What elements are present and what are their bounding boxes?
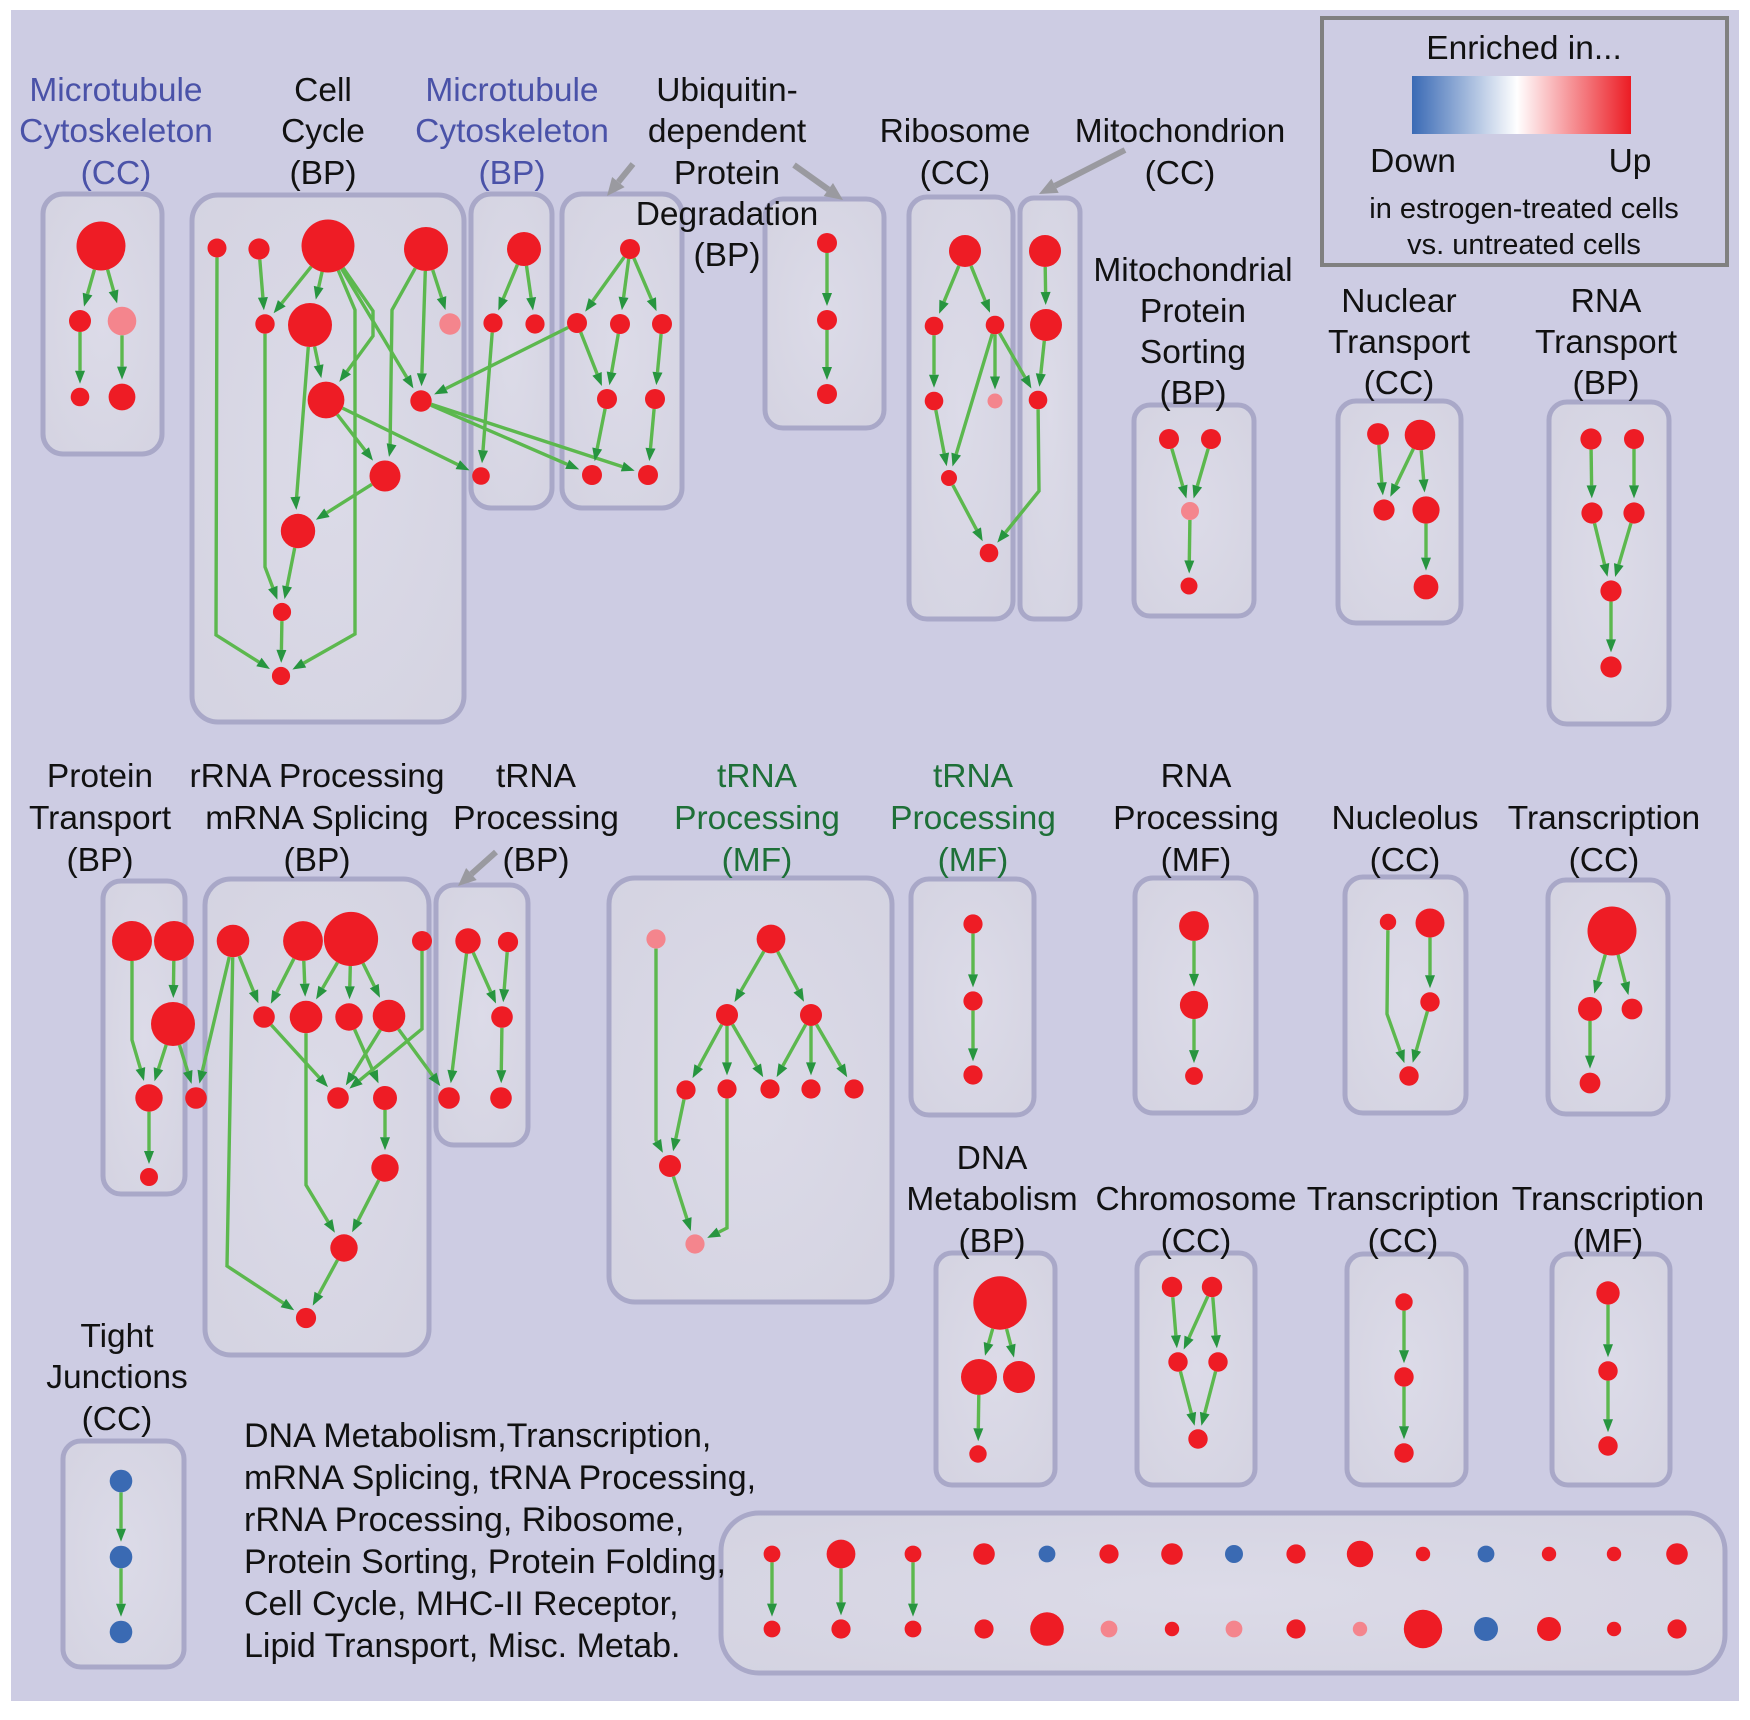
svg-text:Up: Up	[1609, 143, 1652, 180]
svg-text:(BP): (BP)	[284, 842, 351, 879]
svg-text:Degradation: Degradation	[636, 196, 819, 233]
svg-text:Cycle: Cycle	[281, 113, 365, 150]
svg-text:mRNA Splicing: mRNA Splicing	[205, 800, 428, 837]
svg-text:Ribosome: Ribosome	[880, 113, 1031, 150]
svg-text:Mitochondrion: Mitochondrion	[1075, 113, 1285, 150]
svg-text:Microtubule: Microtubule	[425, 72, 598, 109]
svg-text:Lipid Transport, Misc. Metab.: Lipid Transport, Misc. Metab.	[244, 1627, 681, 1665]
svg-text:Cell Cycle, MHC-II Receptor,: Cell Cycle, MHC-II Receptor,	[244, 1585, 679, 1623]
svg-text:Sorting: Sorting	[1140, 334, 1246, 371]
svg-text:rRNA Processing: rRNA Processing	[189, 758, 444, 795]
svg-text:mRNA Splicing, tRNA Processing: mRNA Splicing, tRNA Processing,	[244, 1459, 756, 1497]
svg-text:Protein Sorting, Protein Foldi: Protein Sorting, Protein Folding,	[244, 1543, 726, 1581]
svg-text:Processing: Processing	[1113, 800, 1279, 837]
svg-text:(BP): (BP)	[290, 155, 357, 192]
svg-text:(BP): (BP)	[503, 842, 570, 879]
svg-text:(CC): (CC)	[1145, 155, 1216, 192]
svg-text:Cytoskeleton: Cytoskeleton	[19, 113, 213, 150]
svg-text:(BP): (BP)	[1160, 375, 1227, 412]
svg-text:(CC): (CC)	[1161, 1223, 1232, 1260]
svg-text:(MF): (MF)	[1161, 842, 1232, 879]
svg-text:Nucleolus: Nucleolus	[1331, 800, 1478, 837]
svg-text:Tight: Tight	[80, 1318, 154, 1355]
svg-text:Cytoskeleton: Cytoskeleton	[415, 113, 609, 150]
svg-text:(CC): (CC)	[1364, 365, 1435, 402]
svg-text:(BP): (BP)	[959, 1223, 1026, 1260]
svg-text:Processing: Processing	[890, 800, 1056, 837]
svg-text:(CC): (CC)	[1370, 842, 1441, 879]
svg-text:Transport: Transport	[1535, 324, 1678, 361]
svg-text:Metabolism: Metabolism	[906, 1181, 1077, 1218]
svg-text:Processing: Processing	[674, 800, 840, 837]
svg-text:(CC): (CC)	[1368, 1223, 1439, 1260]
svg-text:Protein: Protein	[47, 758, 153, 795]
svg-text:(BP): (BP)	[1573, 365, 1640, 402]
svg-text:tRNA: tRNA	[933, 758, 1014, 795]
svg-text:Mitochondrial: Mitochondrial	[1093, 252, 1292, 289]
svg-text:rRNA Processing, Ribosome,: rRNA Processing, Ribosome,	[244, 1501, 684, 1539]
svg-text:Processing: Processing	[453, 800, 619, 837]
svg-text:Nuclear: Nuclear	[1341, 283, 1456, 320]
svg-text:DNA: DNA	[957, 1140, 1028, 1177]
svg-text:Microtubule: Microtubule	[29, 72, 202, 109]
svg-text:in estrogen-treated cells: in estrogen-treated cells	[1369, 193, 1679, 225]
svg-text:Transcription: Transcription	[1508, 800, 1700, 837]
svg-text:(MF): (MF)	[938, 842, 1009, 879]
svg-text:(CC): (CC)	[82, 1401, 153, 1438]
svg-text:(CC): (CC)	[920, 155, 991, 192]
svg-text:(BP): (BP)	[67, 842, 134, 879]
svg-text:Enriched in...: Enriched in...	[1426, 30, 1622, 67]
svg-text:Protein: Protein	[1140, 293, 1246, 330]
svg-text:(BP): (BP)	[479, 155, 546, 192]
svg-text:Protein: Protein	[674, 155, 780, 192]
svg-text:Transcription: Transcription	[1307, 1181, 1499, 1218]
svg-text:Chromosome: Chromosome	[1095, 1181, 1296, 1218]
svg-text:dependent: dependent	[648, 113, 807, 150]
svg-text:DNA Metabolism,Transcription,: DNA Metabolism,Transcription,	[244, 1417, 711, 1455]
svg-text:RNA: RNA	[1161, 758, 1232, 795]
svg-text:vs. untreated cells: vs. untreated cells	[1407, 229, 1641, 261]
svg-text:Transport: Transport	[29, 800, 172, 837]
svg-text:(CC): (CC)	[1569, 842, 1640, 879]
svg-text:(CC): (CC)	[81, 155, 152, 192]
svg-text:(BP): (BP)	[694, 237, 761, 274]
svg-text:Transcription: Transcription	[1512, 1181, 1704, 1218]
svg-text:(MF): (MF)	[722, 842, 793, 879]
svg-text:Cell: Cell	[294, 72, 352, 109]
svg-text:Transport: Transport	[1328, 324, 1471, 361]
svg-text:Ubiquitin-: Ubiquitin-	[656, 72, 798, 109]
svg-text:Junctions: Junctions	[46, 1359, 188, 1396]
svg-text:tRNA: tRNA	[496, 758, 577, 795]
svg-text:tRNA: tRNA	[717, 758, 798, 795]
svg-text:RNA: RNA	[1571, 283, 1642, 320]
svg-text:Down: Down	[1370, 143, 1456, 180]
svg-text:(MF): (MF)	[1573, 1223, 1644, 1260]
